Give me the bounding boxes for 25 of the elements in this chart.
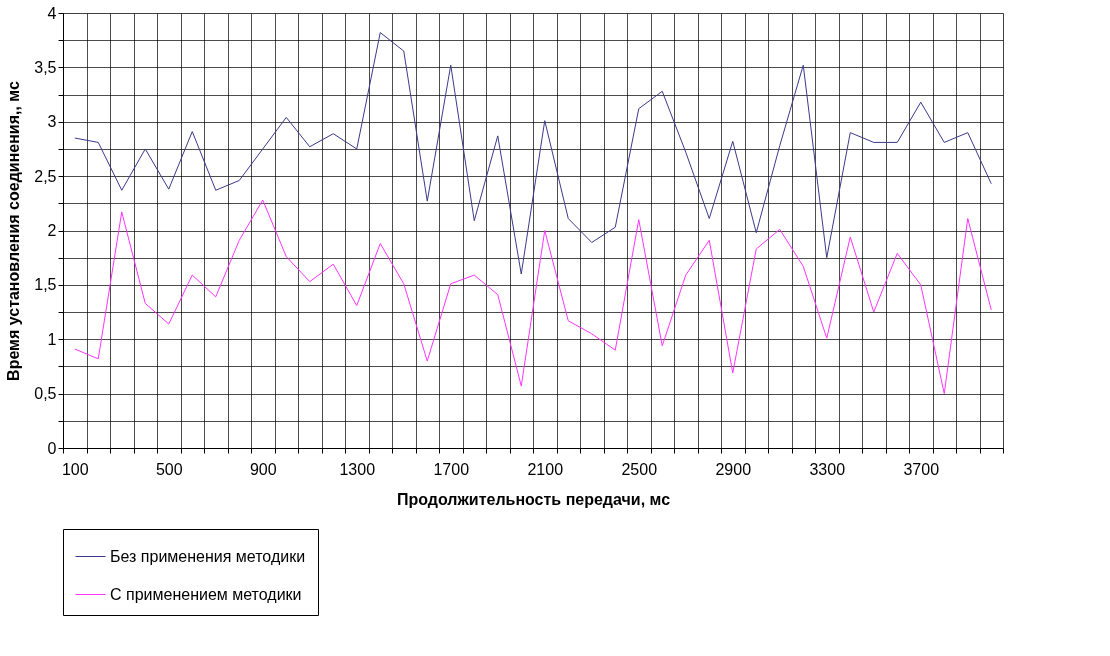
y-tick-label: 3,5 [34, 58, 57, 76]
y-tick-label: 4 [47, 4, 57, 22]
y-tick-label: 2 [47, 222, 57, 239]
legend-label: Без применения методики [110, 547, 306, 565]
y-tick-label: 1 [47, 330, 57, 348]
x-tick-label: 500 [155, 460, 183, 478]
y-tick-label: 0 [47, 439, 57, 457]
x-axis-title: Продолжительность передачи, мс [396, 490, 671, 508]
x-tick-label: 900 [249, 460, 277, 478]
y-tick-label: 0,5 [34, 385, 57, 403]
x-tick-label: 2100 [527, 460, 564, 478]
x-tick-label: 2900 [715, 460, 752, 478]
x-tick-label: 1700 [433, 460, 470, 478]
y-tick-label: 1,5 [34, 276, 57, 294]
x-tick-label: 1300 [339, 460, 376, 478]
line-series [74, 32, 992, 275]
y-axis-title: Время установления соединения,, мс [5, 81, 23, 381]
x-tick-label: 3700 [903, 460, 940, 478]
x-tick-label: 3300 [809, 460, 846, 478]
x-tick-label: 2500 [621, 460, 658, 478]
legend-label: С применением методики [110, 585, 302, 603]
x-tick-label: 100 [61, 460, 89, 478]
y-tick-label: 3 [47, 113, 57, 131]
y-tick-label: 2,5 [34, 167, 57, 185]
line-series [74, 199, 992, 395]
